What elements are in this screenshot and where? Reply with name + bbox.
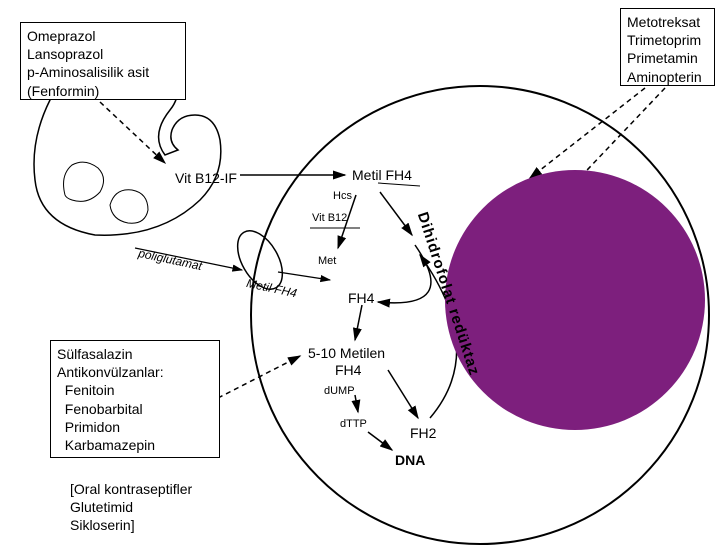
metilen-label: 5-10 Metilen [308,345,385,361]
drug-box-anticonvulsants: SülfasalazinAntikonvülzanlar: Fenitoin F… [50,340,220,458]
dna-label: DNA [395,452,425,468]
metil-fh4-top-label: Metil FH4 [352,167,412,183]
vit-b12-label: Vit B12 [312,212,347,224]
hcs-label: Hcs [333,190,352,202]
fh2-label: FH2 [410,425,436,441]
dttp-label: dTTP [340,418,367,430]
drug-box-ppi: OmeprazolLansoprazolp-Aminosalisilik asi… [20,22,186,100]
oral-contraceptives-text: [Oral kontraseptiflerGlutetimidSikloseri… [70,480,192,535]
met-label: Met [318,255,336,267]
vit-b12-if-label: Vit B12-IF [175,170,237,186]
drug-box-antifolates: MetotreksatTrimetoprimPrimetaminAminopte… [620,8,715,86]
nucleus [445,170,705,430]
metilen-fh4-label: FH4 [335,362,361,378]
fh4-label: FH4 [348,290,374,306]
dump-label: dUMP [324,385,355,397]
